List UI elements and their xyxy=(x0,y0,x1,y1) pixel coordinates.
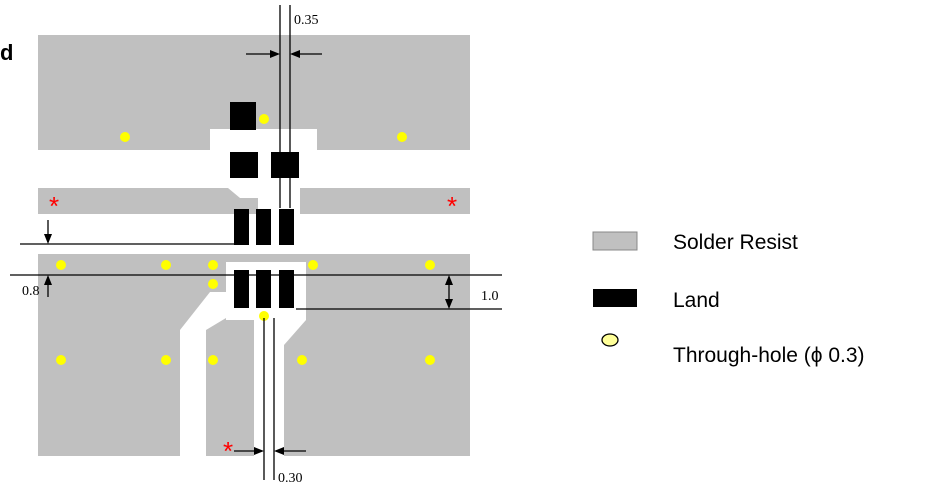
legend-through-hole-label: Through-hole (ϕ 0.3) xyxy=(673,344,865,367)
legend-through-hole-swatch xyxy=(601,333,619,347)
marker-left: * xyxy=(49,191,59,221)
legend-solder-resist-label: Solder Resist xyxy=(673,231,798,254)
dim-left-label: 0.8 xyxy=(22,284,40,299)
arrowheads xyxy=(44,50,453,455)
solder-resist-area xyxy=(38,35,470,456)
panel-label: d xyxy=(0,40,13,65)
legend-land-swatch xyxy=(593,289,637,307)
dim-top-label: 0.35 xyxy=(294,13,319,28)
marker-bottom: * xyxy=(223,436,233,466)
markers: * * * xyxy=(49,191,457,466)
legend-land-label: Land xyxy=(673,289,720,312)
legend-solder-resist-swatch xyxy=(592,231,638,251)
dimension-lines xyxy=(10,5,502,480)
marker-right: * xyxy=(447,191,457,221)
dim-bottom-label: 0.30 xyxy=(278,471,303,486)
dim-right-label: 1.0 xyxy=(481,289,499,304)
land-pads xyxy=(230,102,299,308)
legend: Solder Resist Land Through-hole (ϕ 0.3) xyxy=(592,231,865,367)
through-holes xyxy=(56,114,435,365)
